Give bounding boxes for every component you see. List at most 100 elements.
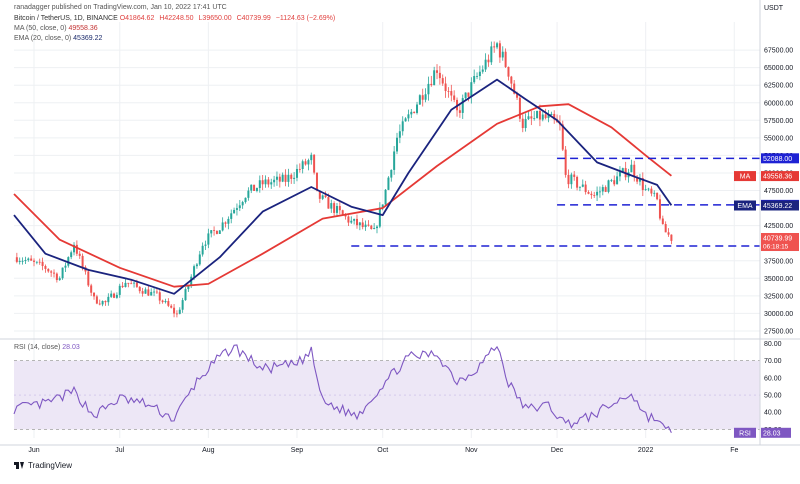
candle-body (350, 220, 353, 223)
candle-body (247, 190, 250, 198)
candle-body (227, 218, 230, 224)
price-tick-label: 60000.00 (764, 100, 793, 107)
candle-body (318, 190, 321, 199)
candle-body (570, 174, 573, 185)
candle-body (35, 261, 38, 263)
candle-body (327, 197, 330, 209)
candle-body (181, 300, 184, 310)
candle-body (24, 260, 27, 261)
candle-body (644, 189, 647, 190)
candle-body (170, 305, 173, 308)
candle-body (115, 294, 118, 298)
candle-body (610, 180, 613, 182)
candle-body (238, 205, 241, 209)
price-tick-label: 65000.00 (764, 65, 793, 72)
candle-body (453, 95, 456, 100)
candle-body (324, 195, 327, 198)
candle-body (416, 104, 419, 113)
candle-body (218, 230, 221, 234)
candle-body (450, 91, 453, 96)
candle-body (90, 285, 93, 293)
rsi-tick-label: 40.00 (764, 410, 782, 417)
candle-body (418, 95, 421, 105)
candle-body (404, 118, 407, 122)
candle-body (378, 207, 381, 227)
ma-legend: MA (50, close, 0) 49558.36 (14, 25, 98, 32)
x-tick-label: Dec (551, 447, 564, 454)
candle-body (158, 292, 161, 301)
candle-body (373, 228, 376, 230)
candle-body (641, 178, 644, 190)
indicator-value-label: 49558.36 (763, 174, 792, 181)
candle-body (433, 70, 436, 86)
candle-body (384, 189, 387, 205)
candle-body (258, 180, 261, 189)
close-value: C40739.99 (236, 15, 271, 22)
candle-body (413, 111, 416, 113)
candle-body (184, 289, 187, 301)
candle-body (536, 110, 539, 119)
x-tick-label: Jun (28, 447, 39, 454)
candle-body (241, 202, 244, 206)
rsi-value-tag (761, 427, 791, 438)
candle-body (650, 188, 653, 194)
candle-body (167, 301, 170, 306)
x-tick-label: 2022 (638, 447, 654, 454)
candle-body (50, 271, 53, 273)
candle-body (198, 254, 201, 265)
candle-body (581, 184, 584, 187)
candle-body (101, 300, 104, 305)
candle-body (278, 176, 281, 182)
candle-body (481, 69, 484, 72)
candle-body (664, 224, 667, 233)
candle-body (667, 232, 670, 235)
candle-body (221, 222, 224, 231)
candle-body (270, 182, 273, 185)
candle-body (73, 244, 76, 253)
ema-legend-label: EMA (20, close, 0) (14, 35, 72, 42)
candle-body (355, 218, 358, 226)
price-tick-label: 35000.00 (764, 276, 793, 283)
candle-body (613, 180, 616, 185)
ema-20-line (13, 78, 673, 295)
candle-body (470, 82, 473, 97)
candle-body (321, 195, 324, 199)
candle-body (93, 292, 96, 297)
candle-body (587, 192, 590, 194)
ma-legend-label: MA (50, close, 0) (14, 25, 67, 32)
candle-body (55, 273, 58, 281)
currency-text: USDT (764, 5, 784, 12)
candle-body (638, 178, 641, 182)
candle-body (113, 293, 116, 298)
candle-body (47, 268, 50, 272)
candle-body (518, 97, 521, 119)
candle-body (630, 164, 633, 173)
price-tick-label: 30000.00 (764, 311, 793, 318)
ma-legend-value: 49558.36 (68, 25, 98, 32)
level-tag-label: 52088.00 (763, 156, 792, 163)
candle-body (153, 291, 156, 293)
candle-body (347, 216, 350, 223)
candle-body (593, 195, 596, 196)
candle-body (141, 291, 144, 294)
candle-body (261, 180, 264, 185)
candle-body (41, 261, 44, 267)
price-tick-label: 37500.00 (764, 258, 793, 265)
x-tick-label: Nov (465, 447, 478, 454)
rsi-tick-label: 60.00 (764, 375, 782, 382)
candles (15, 40, 673, 318)
candle-body (87, 271, 90, 286)
candle-body (507, 66, 510, 77)
candle-body (275, 176, 278, 180)
price-tick-label: 42500.00 (764, 223, 793, 230)
rsi-legend: RSI (14, close) 28.03 (14, 344, 80, 351)
candle-body (215, 230, 218, 234)
candle-body (447, 90, 450, 92)
ma-50-line (13, 103, 672, 288)
candle-body (178, 309, 181, 314)
ema-legend: EMA (20, close, 0) 45369.22 (14, 35, 102, 42)
rsi-tick-label: 80.00 (764, 341, 782, 348)
candle-body (53, 272, 56, 274)
rsi-tick-label: 50.00 (764, 393, 782, 400)
candle-body (273, 179, 276, 183)
